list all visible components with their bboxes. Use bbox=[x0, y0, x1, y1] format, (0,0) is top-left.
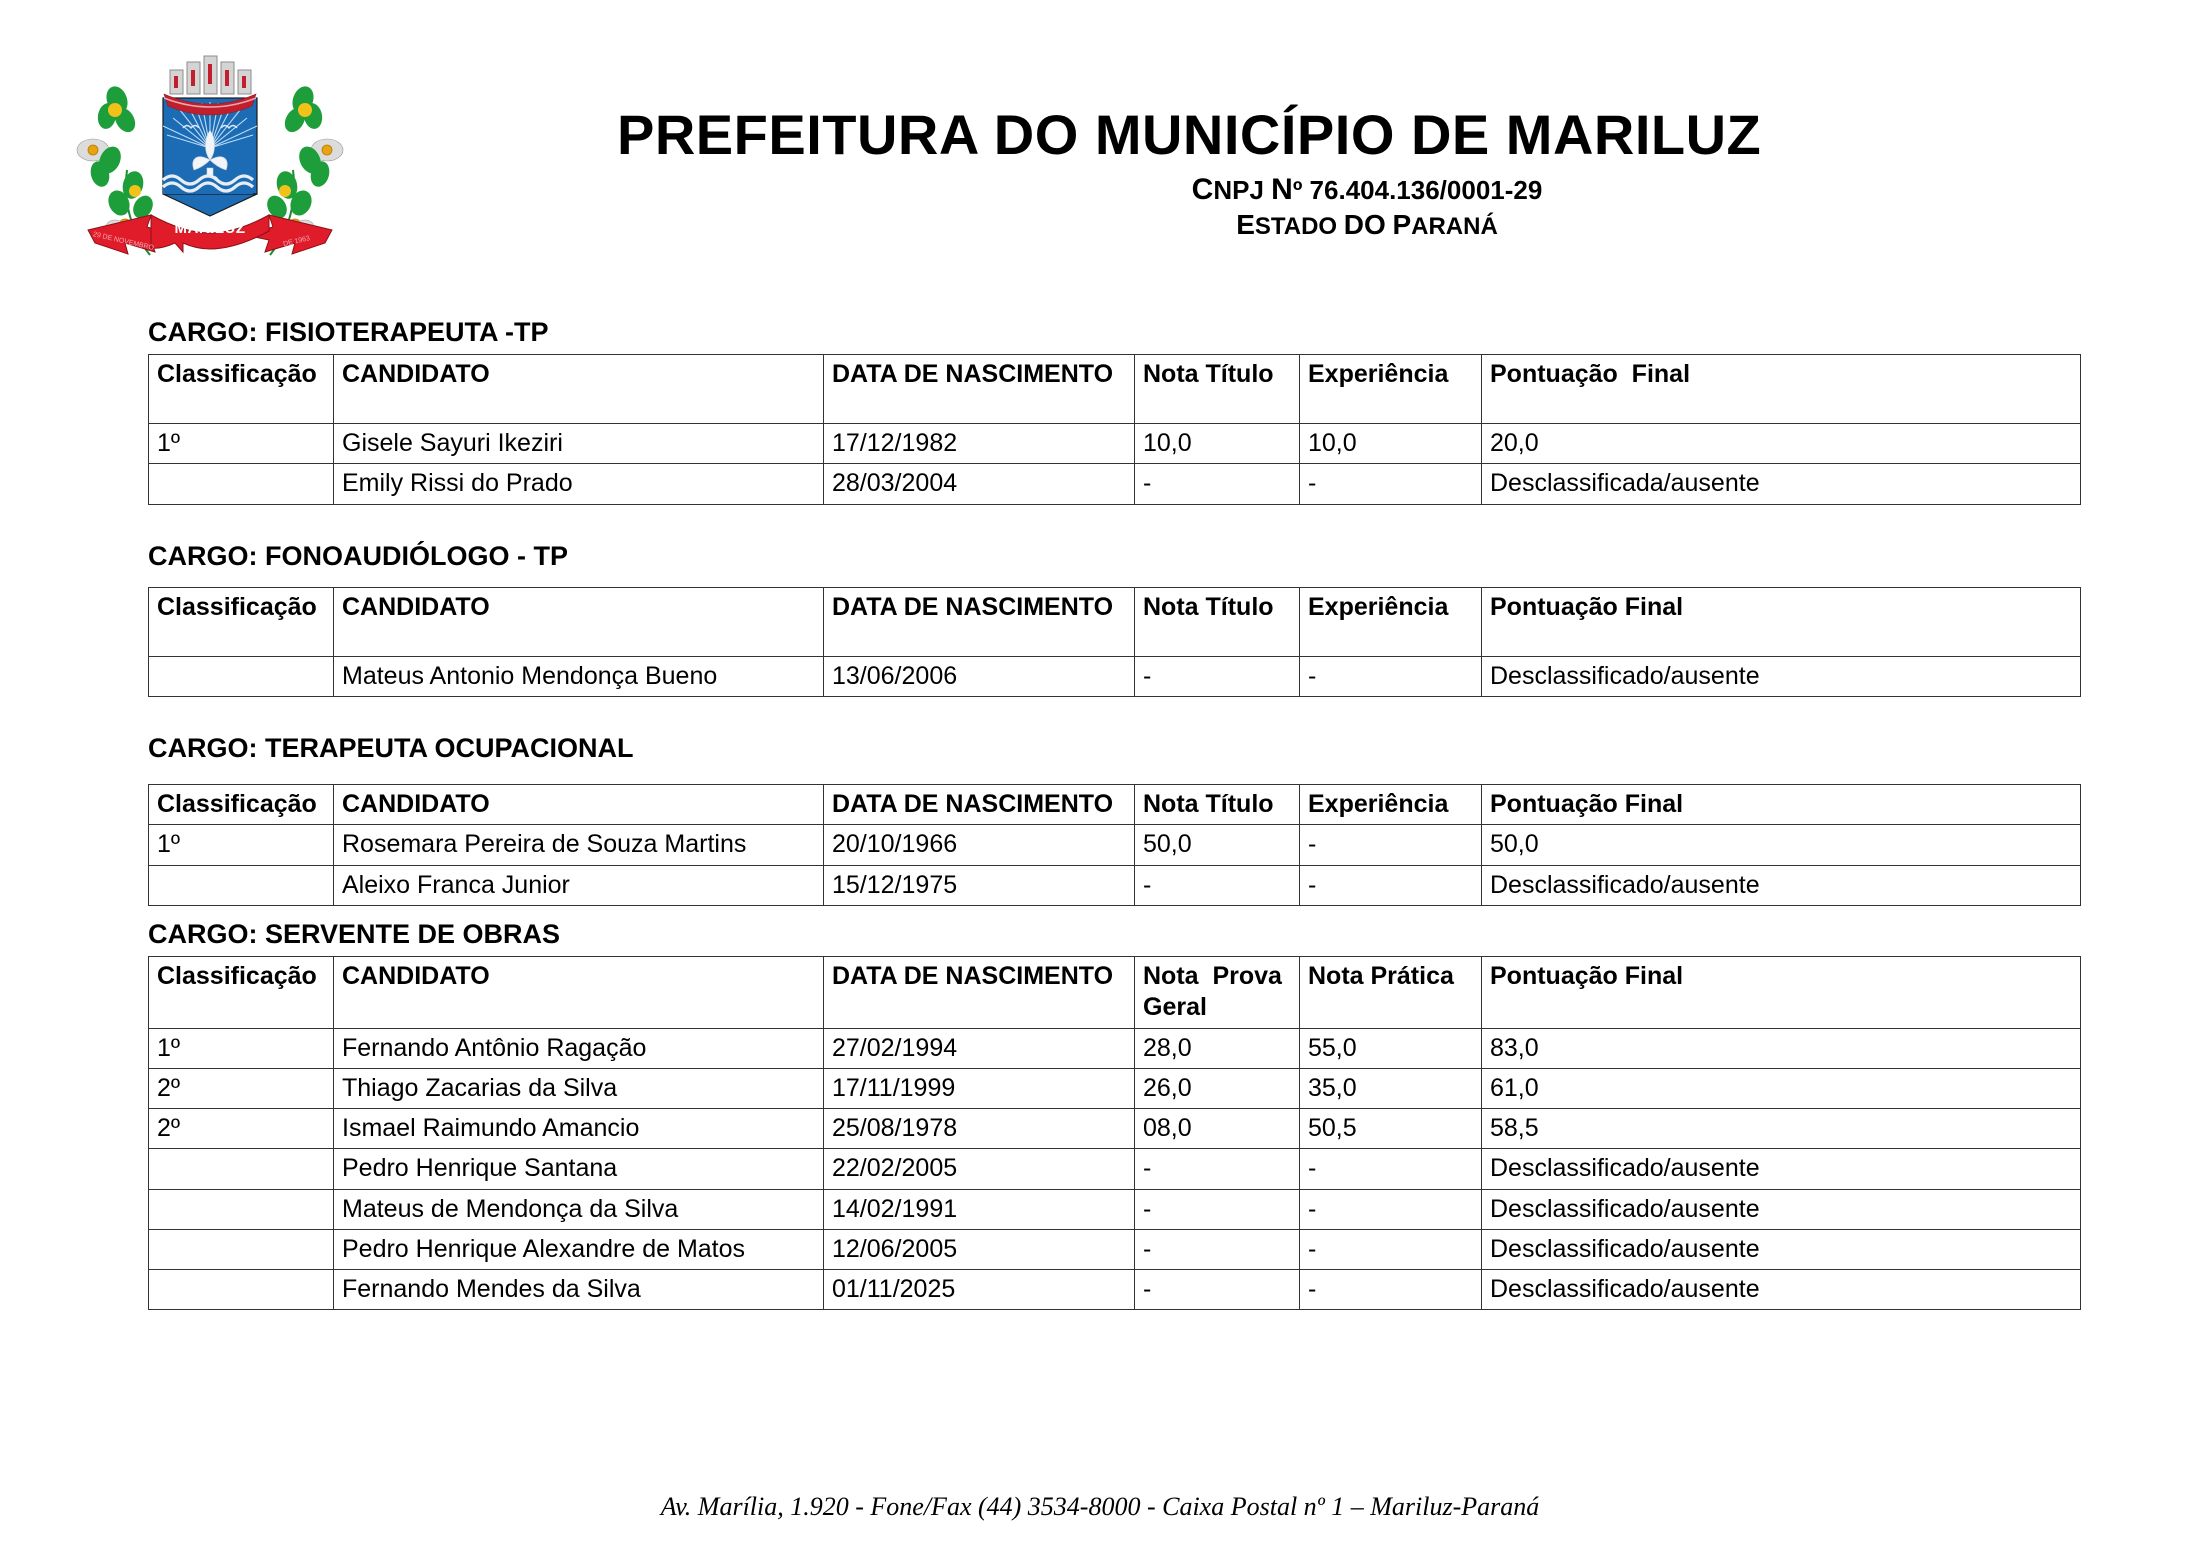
svg-text:MARILUZ: MARILUZ bbox=[175, 220, 246, 237]
